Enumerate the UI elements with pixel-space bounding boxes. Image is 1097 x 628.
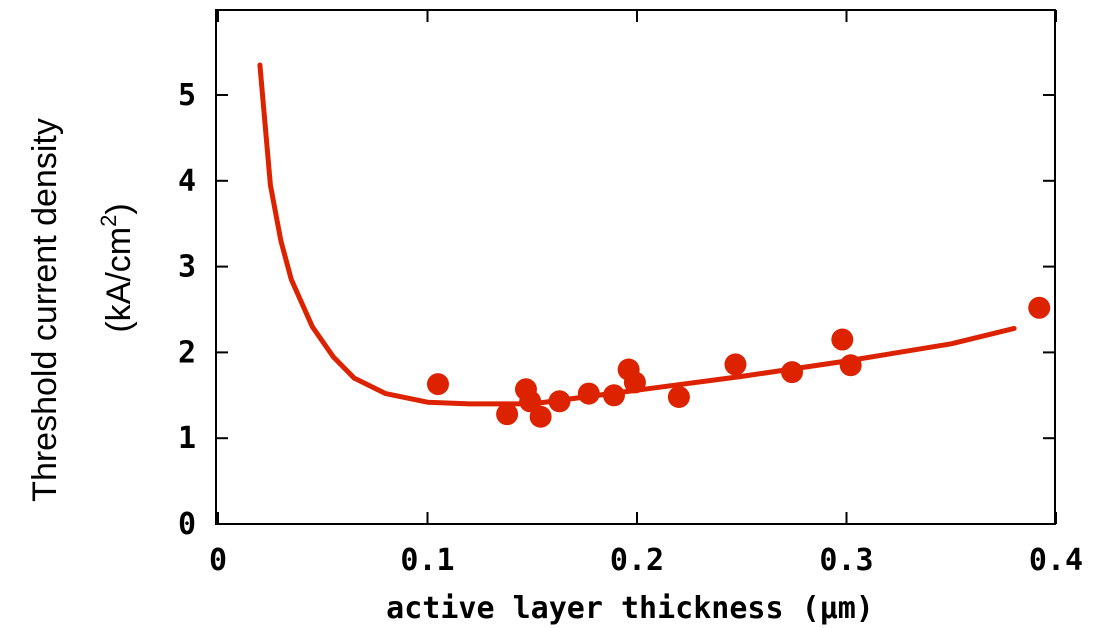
y-tick-label: 3 bbox=[178, 250, 196, 285]
y-axis-label-prefix: (kA/cm bbox=[100, 227, 138, 333]
x-tick-label: 0.2 bbox=[610, 543, 664, 578]
data-point bbox=[781, 361, 804, 384]
x-tick-label: 0 bbox=[209, 543, 227, 578]
data-point bbox=[548, 390, 571, 413]
y-tick-label: 0 bbox=[178, 507, 196, 542]
data-point bbox=[839, 354, 862, 377]
data-point bbox=[623, 371, 646, 394]
data-point bbox=[426, 373, 449, 396]
y-axis-label-line2: (kA/cm2) bbox=[96, 203, 138, 332]
y-tick-label: 5 bbox=[178, 78, 196, 113]
tick-labels: 0 0.1 0.2 0.3 0.4 0 1 2 3 4 5 bbox=[178, 78, 1083, 578]
y-axis-label-line1: Threshold current density bbox=[26, 118, 64, 502]
y-axis-label-suffix: ) bbox=[100, 203, 138, 214]
x-tick-label: 0.3 bbox=[819, 543, 873, 578]
plot-frame bbox=[215, 9, 1056, 525]
x-tick-label: 0.1 bbox=[400, 543, 454, 578]
data-point bbox=[724, 353, 747, 376]
data-point bbox=[667, 386, 690, 409]
x-tick-label: 0.4 bbox=[1029, 543, 1083, 578]
data-point bbox=[602, 384, 625, 407]
y-tick-label: 4 bbox=[178, 164, 196, 199]
y-axis-label-superscript: 2 bbox=[96, 215, 121, 227]
data-point bbox=[519, 390, 542, 413]
y-tick-label: 2 bbox=[178, 335, 196, 370]
series-fit-line bbox=[257, 62, 1017, 407]
data-points bbox=[426, 296, 1051, 428]
data-point bbox=[577, 382, 600, 405]
data-point bbox=[529, 405, 552, 428]
axis-ticks bbox=[216, 10, 1057, 525]
y-tick-label: 1 bbox=[178, 421, 196, 456]
x-axis-label: active layer thickness (μm) bbox=[386, 591, 874, 626]
data-point bbox=[1028, 296, 1051, 319]
data-point bbox=[496, 403, 519, 426]
data-point bbox=[831, 328, 854, 351]
